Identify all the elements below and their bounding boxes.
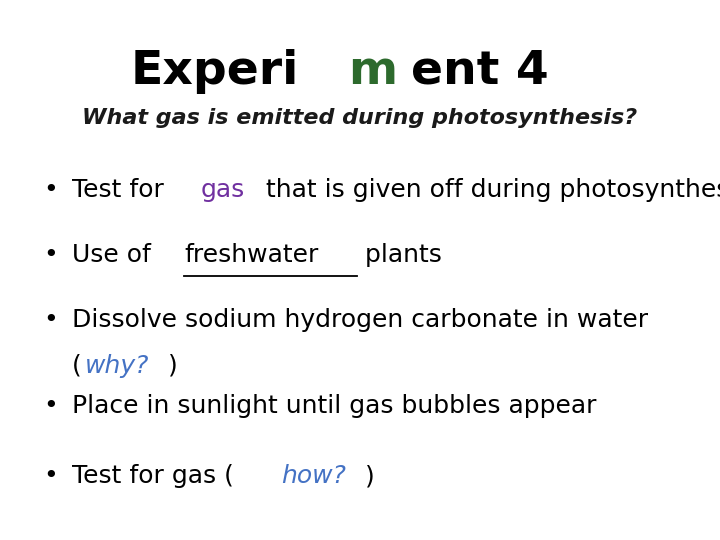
Text: What gas is emitted during photosynthesis?: What gas is emitted during photosynthesi… [82, 108, 638, 128]
Text: why?: why? [84, 354, 149, 377]
Text: how?: how? [281, 464, 346, 488]
Text: gas: gas [201, 178, 245, 202]
Text: •: • [43, 308, 58, 332]
Text: ): ) [168, 354, 177, 377]
Text: Dissolve sodium hydrogen carbonate in water: Dissolve sodium hydrogen carbonate in wa… [72, 308, 648, 332]
Text: Experi: Experi [131, 49, 300, 93]
Text: freshwater: freshwater [184, 243, 318, 267]
Text: Test for: Test for [72, 178, 172, 202]
Text: •: • [43, 178, 58, 202]
Text: plants: plants [358, 243, 442, 267]
Text: m: m [348, 49, 397, 93]
Text: ): ) [364, 464, 374, 488]
Text: that is given off during photosynthesis: that is given off during photosynthesis [258, 178, 720, 202]
Text: •: • [43, 243, 58, 267]
Text: ent 4: ent 4 [411, 49, 549, 93]
Text: Use of: Use of [72, 243, 159, 267]
Text: (: ( [72, 354, 82, 377]
Text: Place in sunlight until gas bubbles appear: Place in sunlight until gas bubbles appe… [72, 394, 596, 418]
Text: •: • [43, 464, 58, 488]
Text: •: • [43, 394, 58, 418]
Text: Test for gas (: Test for gas ( [72, 464, 234, 488]
